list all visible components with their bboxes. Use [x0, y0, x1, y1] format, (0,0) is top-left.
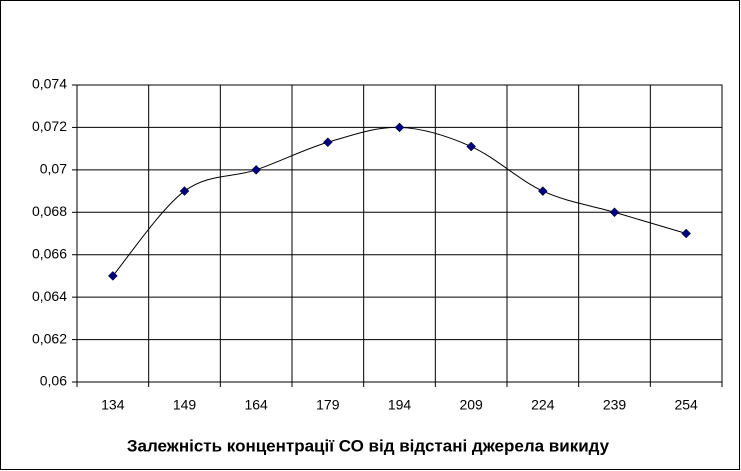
x-tick-label: 134: [101, 397, 125, 413]
y-tick-label: 0,07: [40, 161, 67, 177]
x-tick-label: 254: [674, 397, 698, 413]
x-tick-label: 164: [244, 397, 268, 413]
marker: [537, 186, 548, 196]
y-tick-label: 0,072: [32, 118, 67, 134]
y-tick-label: 0,062: [32, 330, 67, 346]
marker: [466, 141, 477, 152]
y-tick-label: 0,06: [40, 373, 67, 389]
marker: [609, 207, 620, 218]
x-tick-label: 209: [459, 397, 483, 413]
chart-title: Залежність концентрації СО від відстані …: [127, 436, 610, 455]
x-tick-label: 179: [316, 397, 340, 413]
plot-area: [76, 84, 723, 383]
marker: [394, 122, 405, 133]
marker: [179, 186, 190, 196]
marker: [251, 165, 262, 175]
x-tick-label: 194: [388, 397, 412, 413]
marker: [107, 271, 118, 281]
y-tick-label: 0,066: [32, 245, 67, 261]
marker: [681, 228, 692, 239]
marker: [322, 137, 333, 148]
x-tick-label: 239: [603, 397, 627, 413]
y-tick-label: 0,068: [32, 203, 67, 219]
x-tick-label: 224: [531, 397, 555, 413]
x-tick-label: 149: [173, 397, 197, 413]
y-tick-label: 0,074: [32, 76, 67, 92]
y-tick-label: 0,064: [32, 288, 67, 304]
